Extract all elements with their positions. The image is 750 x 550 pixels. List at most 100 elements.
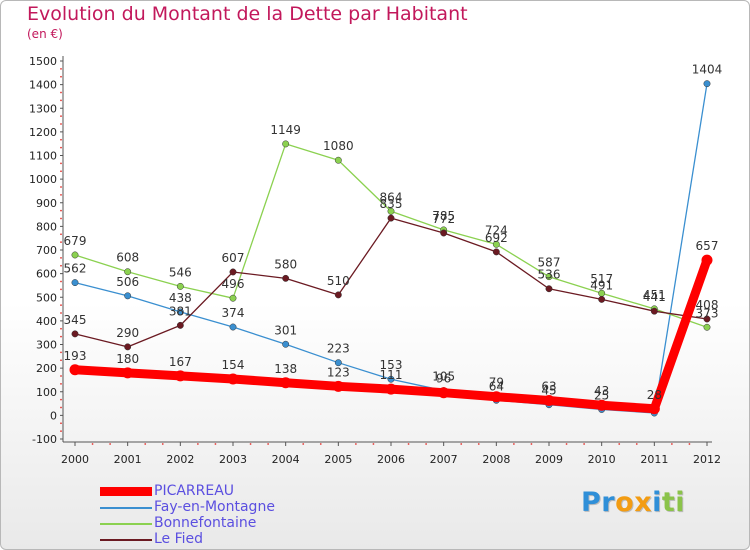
y-tick-label: 200 <box>36 362 57 375</box>
data-point-fay-en-montagne <box>703 80 711 88</box>
x-tick-label: 2012 <box>693 453 721 466</box>
y-tick-label: 0 <box>50 409 57 422</box>
x-minor-tick <box>460 443 463 445</box>
data-label-picarreau: 193 <box>64 349 87 363</box>
data-point-bonnefontaine <box>282 140 290 148</box>
x-minor-tick <box>91 443 94 445</box>
data-point-le-fied <box>440 229 448 237</box>
data-point-le-fied <box>334 291 342 299</box>
data-label-fay-en-montagne: 374 <box>222 306 245 320</box>
logo-letter: i <box>675 487 686 518</box>
x-minor-tick <box>144 443 147 445</box>
y-minor-tick <box>60 241 62 244</box>
data-label-bonnefontaine: 1149 <box>270 123 301 137</box>
x-minor-tick <box>302 443 305 445</box>
x-tick-label: 2002 <box>166 453 194 466</box>
y-minor-tick <box>60 335 62 338</box>
y-minor-tick <box>60 422 62 425</box>
x-tick-label: 2003 <box>219 453 247 466</box>
data-label-picarreau: 180 <box>116 352 139 366</box>
x-minor-tick <box>477 443 480 445</box>
data-point-fay-en-montagne <box>334 359 342 367</box>
data-label-picarreau: 43 <box>594 384 609 398</box>
x-tick-label: 2011 <box>640 453 668 466</box>
data-point-bonnefontaine <box>124 268 132 276</box>
data-label-picarreau: 28 <box>647 388 662 402</box>
data-label-bonnefontaine: 451 <box>643 288 666 302</box>
data-point-le-fied <box>545 285 553 293</box>
data-point-picarreau <box>438 387 450 399</box>
data-label-le-fied: 381 <box>169 304 192 318</box>
y-minor-tick <box>60 233 62 236</box>
data-point-fay-en-montagne <box>176 308 184 316</box>
x-minor-tick <box>214 443 217 445</box>
data-label-bonnefontaine: 864 <box>380 190 403 204</box>
y-minor-tick <box>60 312 62 314</box>
data-label-fay-en-montagne: 301 <box>274 323 297 337</box>
data-label-le-fied: 345 <box>64 313 87 327</box>
y-tick-label: 1100 <box>29 150 57 163</box>
x-tick-label: 2000 <box>61 453 89 466</box>
y-minor-tick <box>60 91 62 94</box>
data-label-le-fied: 692 <box>485 231 508 245</box>
data-label-fay-en-montagne: 64 <box>489 379 504 393</box>
data-point-bonnefontaine <box>334 156 342 164</box>
data-label-bonnefontaine: 1080 <box>323 139 354 153</box>
x-minor-tick <box>407 443 410 445</box>
legend-label: PICARREAU <box>154 483 235 499</box>
data-point-picarreau <box>174 370 186 382</box>
data-point-le-fied <box>650 307 658 315</box>
legend-label: Le Fied <box>154 531 204 547</box>
x-minor-tick <box>372 443 375 445</box>
y-tick-label: 1200 <box>29 126 57 139</box>
data-label-fay-en-montagne: 105 <box>432 370 455 384</box>
data-label-picarreau: 96 <box>436 372 451 386</box>
y-minor-tick <box>60 217 62 220</box>
x-minor-tick <box>109 443 112 445</box>
x-tick-label: 2004 <box>272 453 300 466</box>
data-label-picarreau: 79 <box>489 376 504 390</box>
data-label-bonnefontaine: 785 <box>432 209 455 223</box>
data-point-le-fied <box>703 315 711 323</box>
y-minor-tick <box>60 375 62 377</box>
data-point-picarreau <box>648 403 660 415</box>
x-tick-label: 2007 <box>430 453 458 466</box>
y-minor-tick <box>60 115 62 118</box>
data-point-le-fied <box>492 248 500 256</box>
logo-letter: r <box>601 487 616 518</box>
data-label-le-fied: 835 <box>380 197 403 211</box>
legend-swatch <box>100 523 152 525</box>
data-point-le-fied <box>176 321 184 329</box>
x-minor-tick <box>530 443 533 445</box>
y-minor-tick <box>60 209 62 212</box>
legend-label: Bonnefontaine <box>154 515 257 531</box>
y-minor-tick <box>60 67 62 70</box>
data-point-picarreau <box>543 394 555 406</box>
data-label-picarreau: 123 <box>327 365 350 379</box>
data-point-le-fied <box>124 343 132 351</box>
x-minor-tick <box>354 443 357 445</box>
y-tick-label: 900 <box>36 197 57 210</box>
data-label-bonnefontaine: 679 <box>64 234 87 248</box>
y-tick-label: 100 <box>36 386 57 399</box>
y-minor-tick <box>60 359 62 362</box>
data-label-picarreau: 167 <box>169 355 192 369</box>
data-label-le-fied: 510 <box>327 274 350 288</box>
y-minor-tick <box>60 99 62 102</box>
y-minor-tick <box>60 193 62 196</box>
data-point-fay-en-montagne <box>229 323 237 331</box>
data-label-fay-en-montagne: 153 <box>380 358 403 372</box>
y-minor-tick <box>60 327 62 330</box>
proxiti-logo: Proxiti <box>581 487 685 518</box>
data-point-fay-en-montagne <box>124 292 132 300</box>
x-tick-label: 2010 <box>588 453 616 466</box>
x-minor-tick <box>425 443 428 445</box>
data-point-le-fied <box>282 274 290 282</box>
logo-letter: i <box>652 487 662 518</box>
data-point-bonnefontaine <box>545 273 553 281</box>
y-minor-tick <box>60 138 62 141</box>
data-point-fay-en-montagne <box>387 375 395 383</box>
y-tick-label: 1400 <box>29 79 57 92</box>
y-minor-tick <box>60 351 62 354</box>
